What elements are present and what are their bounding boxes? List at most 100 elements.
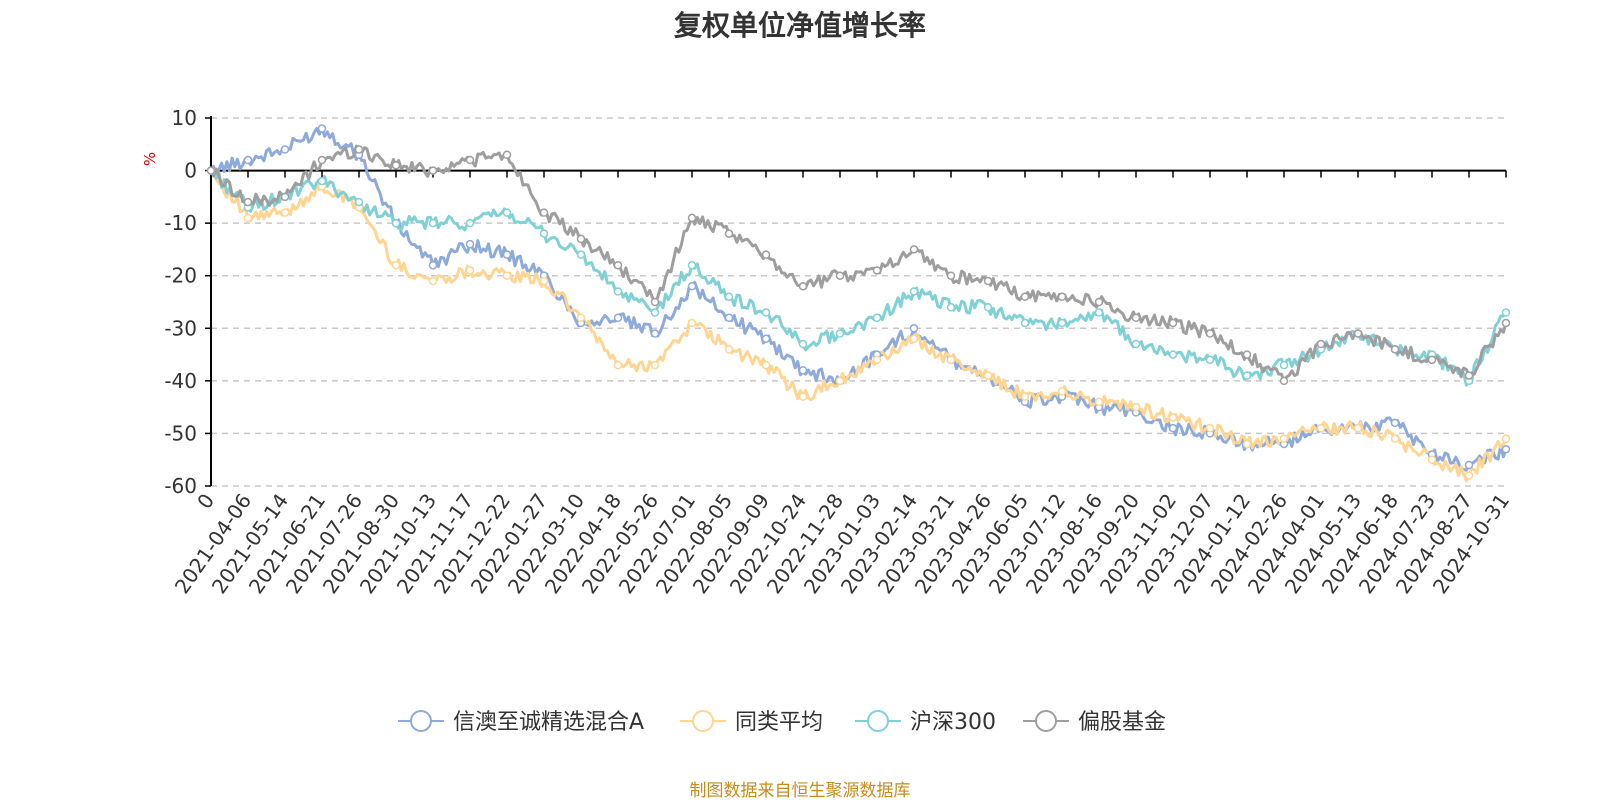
data-point [1168,413,1178,422]
data-point [280,192,290,202]
data-point [798,281,808,291]
data-point [1353,329,1363,338]
data-point [391,260,401,270]
source-note: 制图数据来自恒生聚源数据库 [689,781,911,801]
data-point [1020,318,1030,328]
data-point [354,145,364,154]
data-point [1131,402,1141,412]
data-point [1501,308,1511,317]
y-tick-label: -40 [164,369,197,393]
data-point [724,229,734,238]
data-point [1279,434,1289,443]
y-tick-label: 10 [172,106,197,130]
data-point [724,292,734,301]
legend-label: 同类平均 [735,710,823,735]
legend-marker [410,710,432,732]
data-point [872,355,882,365]
data-point [650,329,660,338]
data-point [317,176,327,186]
data-point [1501,318,1511,328]
data-point [650,308,660,317]
data-point [983,371,993,380]
data-point [909,287,919,296]
series-line [209,127,1508,472]
data-point [687,213,697,223]
data-point [1242,350,1252,359]
data-point [909,334,919,344]
data-point [1242,371,1252,380]
data-point [1316,339,1326,349]
chart-title: 复权单位净值增长率 [673,9,926,42]
data-point [1094,297,1104,307]
y-tick-label: 0 [184,159,197,183]
data-point [1131,339,1141,349]
data-point [1501,444,1511,454]
data-point [1316,423,1326,433]
data-point [428,276,438,286]
data-point [613,287,623,296]
data-point [983,303,993,312]
data-point [354,197,364,207]
data-point [576,234,586,244]
data-point [502,208,512,217]
data-point [946,355,956,365]
data-point [1094,308,1104,317]
series-markers [206,124,1511,480]
data-point [1427,455,1437,464]
data-point [243,213,253,223]
data-point [1464,471,1474,480]
data-point [1427,355,1437,365]
data-point [1094,397,1104,407]
data-point [465,266,475,275]
data-point [613,313,623,323]
data-point [243,197,253,207]
data-point [465,239,475,249]
data-point [428,260,438,270]
data-point [835,271,845,280]
data-point [724,345,734,354]
data-point [1205,329,1215,338]
legend-label: 沪深300 [910,710,996,735]
y-tick-label: -60 [164,474,197,498]
legend-marker [867,710,889,732]
data-point [502,150,512,160]
data-point [687,281,697,291]
data-point [1279,376,1289,386]
data-point [539,276,549,286]
data-point [1131,313,1141,323]
data-point [946,271,956,280]
legend-item[interactable]: 沪深300 [855,710,996,735]
data-point [465,218,475,228]
data-point [1057,318,1067,328]
y-tick-label: -20 [164,264,197,288]
data-point [687,318,697,328]
data-point [909,324,919,333]
data-point [798,392,808,401]
data-point [1020,292,1030,301]
legend[interactable]: 信澳至诚精选混合A 同类平均 沪深300 偏股基金 [398,710,1166,735]
x-tick-label: 0 [192,489,219,513]
data-point [835,376,845,386]
data-point [1390,345,1400,354]
data-point [798,366,808,375]
data-point [650,360,660,370]
data-point [761,250,771,259]
data-point [761,334,771,344]
data-point [280,145,290,154]
legend-item[interactable]: 同类平均 [680,710,823,735]
data-point [317,124,327,133]
data-point [724,313,734,323]
y-tick-label: -10 [164,211,197,235]
data-point [1464,371,1474,380]
data-point [428,218,438,228]
data-point [539,229,549,238]
series-line [209,169,1508,483]
legend-item[interactable]: 信澳至诚精选混合A [398,710,644,735]
data-point [761,360,771,370]
data-point [909,245,919,254]
series-line [209,144,1508,383]
data-point [502,250,512,259]
legend-item[interactable]: 偏股基金 [1023,710,1166,735]
data-point [650,297,660,307]
